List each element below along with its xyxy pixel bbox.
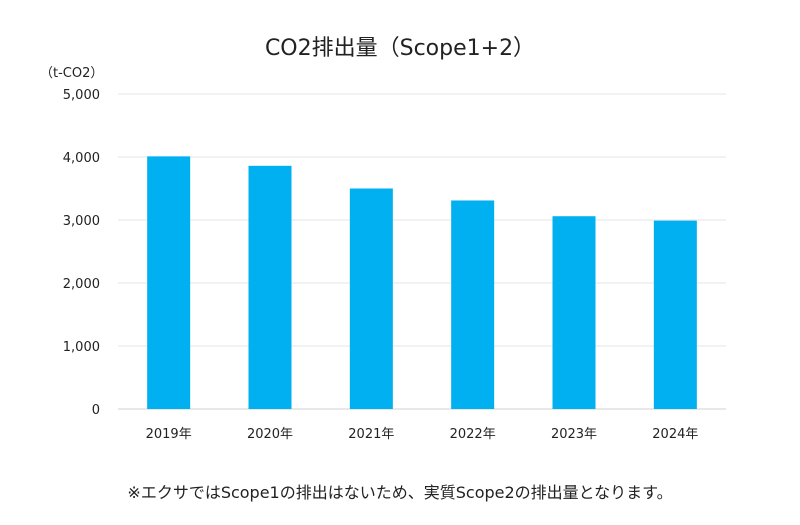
chart-title: CO2排出量（Scope1+2） [264, 36, 536, 61]
bar [451, 200, 495, 409]
x-tick-label: 2023年 [551, 427, 597, 442]
x-tick-label: 2020年 [247, 427, 293, 442]
y-tick-label: 0 [92, 403, 100, 418]
x-tick-label: 2024年 [652, 427, 698, 442]
y-tick-label: 1,000 [63, 340, 100, 355]
bar [349, 188, 393, 409]
bar [248, 165, 292, 409]
y-tick-label: 4,000 [63, 151, 100, 166]
x-tick-label: 2019年 [146, 427, 192, 442]
x-tick-label: 2022年 [450, 427, 496, 442]
y-axis-unit-label: （t-CO2） [40, 66, 104, 81]
bar [552, 216, 596, 409]
y-tick-label: 5,000 [63, 88, 100, 103]
y-tick-label: 3,000 [63, 214, 100, 229]
footnote: ※エクサではScope1の排出はないため、実質Scope2の排出量となります。 [127, 483, 673, 502]
bar [147, 156, 191, 409]
bar [653, 220, 697, 409]
y-tick-label: 2,000 [63, 277, 100, 292]
x-tick-label: 2021年 [348, 427, 394, 442]
